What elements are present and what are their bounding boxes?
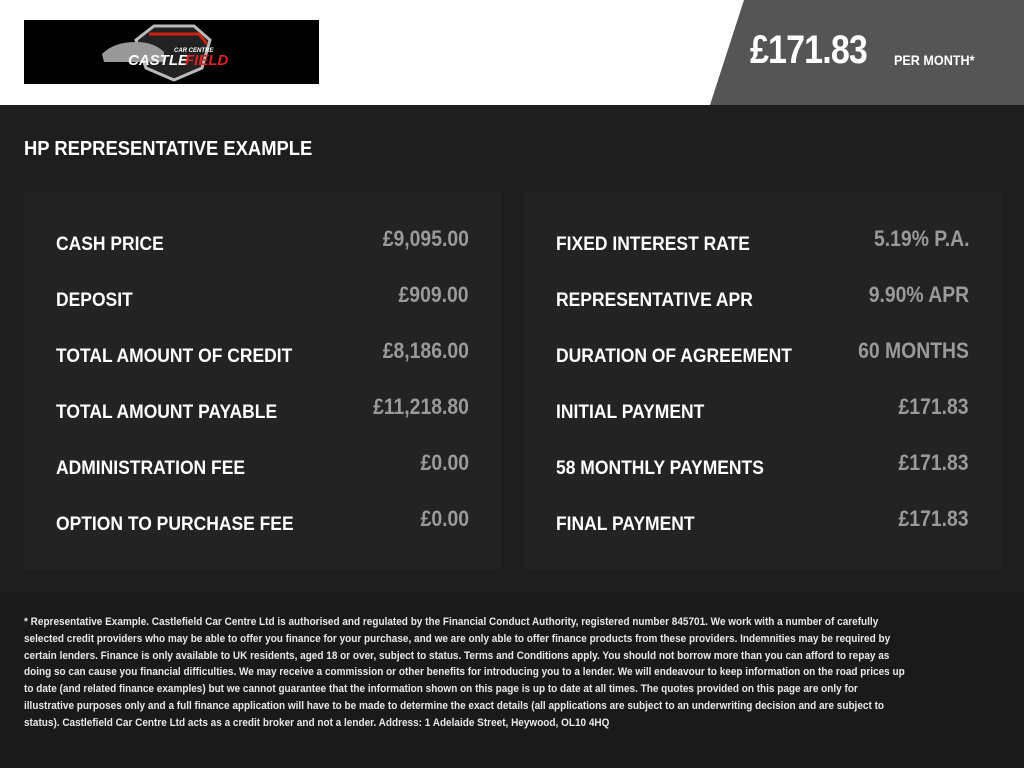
row-label: OPTION TO PURCHASE FEE <box>56 514 294 535</box>
row-value: £909.00 <box>399 282 469 307</box>
row-label: DURATION OF AGREEMENT <box>556 346 792 367</box>
finance-row: 58 MONTHLY PAYMENTS £171.83 <box>556 440 969 496</box>
row-label: 58 MONTHLY PAYMENTS <box>556 458 764 479</box>
finance-row: REPRESENTATIVE APR 9.90% APR <box>556 272 969 328</box>
row-label: INITIAL PAYMENT <box>556 402 705 423</box>
section-title: HP REPRESENTATIVE EXAMPLE <box>24 138 313 160</box>
row-label: FINAL PAYMENT <box>556 514 695 535</box>
row-value: £171.83 <box>899 506 969 531</box>
finance-row: FINAL PAYMENT £171.83 <box>556 496 969 552</box>
row-value: £11,218.80 <box>373 394 469 419</box>
row-value: £9,095.00 <box>382 226 469 251</box>
row-value: £171.83 <box>899 394 969 419</box>
row-label: REPRESENTATIVE APR <box>556 290 753 311</box>
disclaimer-text: * Representative Example. Castlefield Ca… <box>24 616 905 729</box>
row-label: CASH PRICE <box>56 234 164 255</box>
row-value: £0.00 <box>420 506 469 531</box>
castlefield-logo: CAR CENTRE CASTLE FIELD <box>24 20 319 84</box>
finance-row: DEPOSIT £909.00 <box>56 272 469 328</box>
row-label: TOTAL AMOUNT OF CREDIT <box>56 346 293 367</box>
finance-row: FIXED INTEREST RATE 5.19% P.A. <box>556 216 969 272</box>
monthly-price-banner: £171.83 PER MONTH* <box>710 0 1024 105</box>
disclaimer-section: * Representative Example. Castlefield Ca… <box>0 592 1024 768</box>
finance-row: TOTAL AMOUNT OF CREDIT £8,186.00 <box>56 328 469 384</box>
finance-row: INITIAL PAYMENT £171.83 <box>556 384 969 440</box>
row-label: DEPOSIT <box>56 290 133 311</box>
row-label: FIXED INTEREST RATE <box>556 234 750 255</box>
row-value: 5.19% P.A. <box>873 226 969 251</box>
row-value: 9.90% APR <box>868 282 969 307</box>
finance-row: OPTION TO PURCHASE FEE £0.00 <box>56 496 469 552</box>
svg-text:CASTLE: CASTLE <box>128 52 189 69</box>
per-month-label: PER MONTH* <box>894 52 975 68</box>
row-value: £171.83 <box>899 450 969 475</box>
row-value: £0.00 <box>420 450 469 475</box>
monthly-price: £171.83 <box>750 28 868 72</box>
row-label: ADMINISTRATION FEE <box>56 458 246 479</box>
row-value: £8,186.00 <box>382 338 469 363</box>
finance-example: HP REPRESENTATIVE EXAMPLE CASH PRICE £9,0… <box>0 105 1024 592</box>
svg-text:FIELD: FIELD <box>185 52 228 69</box>
finance-row: DURATION OF AGREEMENT 60 MONTHS <box>556 328 969 384</box>
logo-shield-icon: CAR CENTRE CASTLE FIELD <box>102 24 228 82</box>
row-label: TOTAL AMOUNT PAYABLE <box>56 402 278 423</box>
left-finance-table: CASH PRICE £9,095.00 DEPOSIT £909.00 TOTAL A… <box>24 192 501 569</box>
finance-row: TOTAL AMOUNT PAYABLE £11,218.80 <box>56 384 469 440</box>
row-value: 60 MONTHS <box>858 338 969 363</box>
svg-text:CAR CENTRE: CAR CENTRE <box>174 48 214 54</box>
finance-row: CASH PRICE £9,095.00 <box>56 216 469 272</box>
header: CAR CENTRE CASTLE FIELD £171.83 PER MONT… <box>0 0 1024 105</box>
finance-row: ADMINISTRATION FEE £0.00 <box>56 440 469 496</box>
right-finance-table: FIXED INTEREST RATE 5.19% P.A. REPRESENTAT… <box>524 192 1001 569</box>
